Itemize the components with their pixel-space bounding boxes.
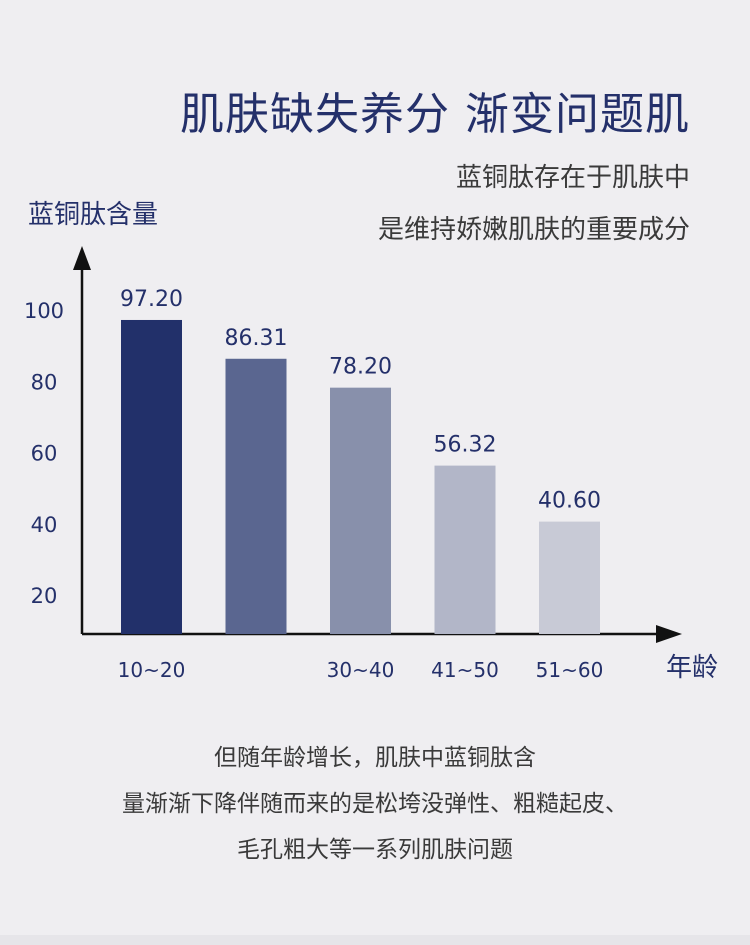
bar-value-label: 78.20 bbox=[329, 355, 392, 380]
y-axis-arrow-icon bbox=[73, 246, 91, 270]
bar bbox=[434, 465, 496, 634]
y-tick-label: 100 bbox=[24, 299, 64, 323]
x-tick-label: 51~60 bbox=[536, 658, 604, 682]
subtitle: 蓝铜肽存在于肌肤中 是维持娇嫩肌肤的重要成分 bbox=[378, 152, 690, 256]
bar-value-label: 40.60 bbox=[538, 489, 601, 514]
y-tick-label: 20 bbox=[31, 584, 58, 608]
x-tick-label: 30~40 bbox=[327, 658, 395, 682]
page-title: 肌肤缺失养分 渐变问题肌 bbox=[180, 89, 690, 140]
footer-line: 但随年龄增长，肌肤中蓝铜肽含 bbox=[214, 745, 536, 771]
subtitle-line: 是维持娇嫩肌肤的重要成分 bbox=[377, 215, 690, 245]
bar bbox=[225, 358, 287, 634]
bottom-strip bbox=[0, 935, 750, 945]
bar bbox=[121, 319, 182, 634]
bar bbox=[539, 521, 600, 634]
x-tick-label: 41~50 bbox=[431, 658, 499, 682]
bar-value-label: 86.31 bbox=[225, 326, 288, 351]
bar bbox=[330, 387, 391, 634]
x-axis-label: 年龄 bbox=[666, 653, 718, 683]
y-tick-label: 60 bbox=[31, 442, 58, 466]
x-axis-arrow-icon bbox=[656, 625, 682, 643]
y-tick-label: 80 bbox=[31, 370, 58, 394]
y-tick-label: 40 bbox=[31, 513, 58, 537]
subtitle-line: 蓝铜肽存在于肌肤中 bbox=[455, 163, 690, 193]
bar-value-label: 56.32 bbox=[434, 433, 497, 458]
footer-text: 但随年龄增长，肌肤中蓝铜肽含 量渐渐下降伴随而来的是松垮没弹性、粗糙起皮、 毛孔… bbox=[0, 735, 750, 873]
footer-line: 量渐渐下降伴随而来的是松垮没弹性、粗糙起皮、 bbox=[122, 791, 628, 817]
footer-line: 毛孔粗大等一系列肌肤问题 bbox=[237, 837, 513, 863]
bar-value-label: 97.20 bbox=[120, 287, 183, 312]
x-tick-label: 10~20 bbox=[118, 658, 186, 682]
y-axis-label: 蓝铜肽含量 bbox=[28, 200, 158, 230]
